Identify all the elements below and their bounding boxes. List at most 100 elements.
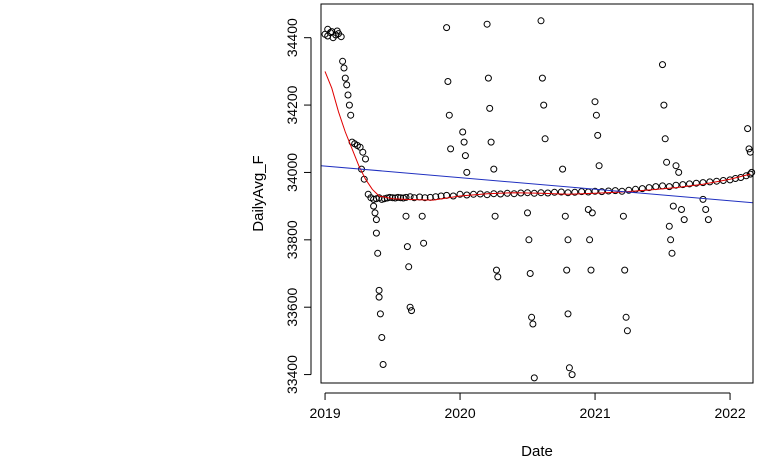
data-point	[419, 213, 425, 219]
data-point	[404, 244, 410, 250]
data-point	[593, 112, 599, 118]
data-point	[662, 136, 668, 142]
data-point	[487, 105, 493, 111]
data-point	[462, 153, 468, 159]
y-tick-label: 33600	[284, 288, 300, 327]
data-point	[363, 156, 369, 162]
data-point	[673, 163, 679, 169]
data-point	[623, 314, 629, 320]
data-point	[653, 184, 659, 190]
y-tick-label: 34000	[284, 153, 300, 192]
data-point	[360, 149, 366, 155]
data-point	[492, 213, 498, 219]
data-point	[531, 375, 537, 381]
data-point	[371, 203, 377, 209]
data-point	[379, 335, 385, 341]
data-point	[341, 65, 347, 71]
data-point	[526, 237, 532, 243]
data-point	[376, 287, 382, 293]
data-point	[595, 132, 601, 138]
data-point	[373, 230, 379, 236]
y-axis-title: DailyAvg_F	[250, 155, 267, 231]
data-point	[373, 217, 379, 223]
data-point	[660, 183, 666, 189]
data-point	[345, 92, 351, 98]
y-axis: 33400 33600 33800 34000 34200 34400	[284, 18, 311, 394]
data-point	[421, 240, 427, 246]
data-point	[676, 169, 682, 175]
data-point	[539, 75, 545, 81]
data-point	[527, 271, 533, 277]
data-point	[446, 112, 452, 118]
x-tick-label: 2022	[714, 405, 745, 421]
data-point	[511, 191, 517, 197]
data-point	[565, 237, 571, 243]
data-point	[705, 217, 711, 223]
fit-lines	[321, 71, 753, 202]
data-point	[707, 179, 713, 185]
data-point	[588, 267, 594, 273]
data-point	[448, 146, 454, 152]
data-point	[377, 311, 383, 317]
data-point	[703, 207, 709, 213]
scatter-chart: 2019 2020 2021 2022 33400 33600 33800 34000 342…	[0, 0, 757, 461]
data-point	[565, 311, 571, 317]
data-point	[560, 166, 566, 172]
data-point	[596, 163, 602, 169]
data-point	[745, 126, 751, 132]
data-point	[498, 191, 504, 197]
data-point	[670, 203, 676, 209]
data-point	[340, 58, 346, 64]
data-point	[585, 207, 591, 213]
data-point	[407, 194, 413, 200]
data-point	[342, 75, 348, 81]
data-point	[681, 217, 687, 223]
data-point	[538, 190, 544, 196]
data-point	[664, 159, 670, 165]
data-point	[485, 75, 491, 81]
data-point	[372, 210, 378, 216]
data-point	[538, 18, 544, 24]
data-point	[666, 223, 672, 229]
data-point	[346, 102, 352, 108]
data-point	[587, 237, 593, 243]
data-point	[541, 102, 547, 108]
data-point	[530, 321, 536, 327]
data-point	[700, 196, 706, 202]
x-tick-label: 2019	[309, 405, 340, 421]
data-point	[566, 365, 572, 371]
data-point	[403, 213, 409, 219]
x-tick-label: 2021	[579, 405, 610, 421]
data-point	[525, 210, 531, 216]
y-tick-label: 33400	[284, 355, 300, 394]
y-tick-label: 33800	[284, 220, 300, 259]
data-point	[679, 207, 685, 213]
data-point	[495, 274, 501, 280]
data-point	[444, 25, 450, 31]
data-point	[552, 189, 558, 195]
x-tick-label: 2020	[444, 405, 475, 421]
data-point	[592, 99, 598, 105]
data-point	[620, 213, 626, 219]
data-point	[494, 267, 500, 273]
data-point	[569, 372, 575, 378]
data-point	[461, 139, 467, 145]
y-tick-label: 34400	[284, 18, 300, 57]
data-point	[564, 267, 570, 273]
data-point	[406, 264, 412, 270]
data-point	[661, 102, 667, 108]
data-point	[484, 21, 490, 27]
data-point	[488, 139, 494, 145]
data-point	[348, 112, 354, 118]
data-point	[376, 294, 382, 300]
data-point	[484, 192, 490, 198]
x-axis-title: Date	[521, 443, 553, 460]
data-point	[622, 267, 628, 273]
data-point	[562, 213, 568, 219]
data-point	[380, 362, 386, 368]
x-axis: 2019 2020 2021 2022	[309, 393, 745, 421]
data-point	[668, 237, 674, 243]
data-point	[529, 314, 535, 320]
y-tick-label: 34200	[284, 85, 300, 124]
data-point	[542, 136, 548, 142]
